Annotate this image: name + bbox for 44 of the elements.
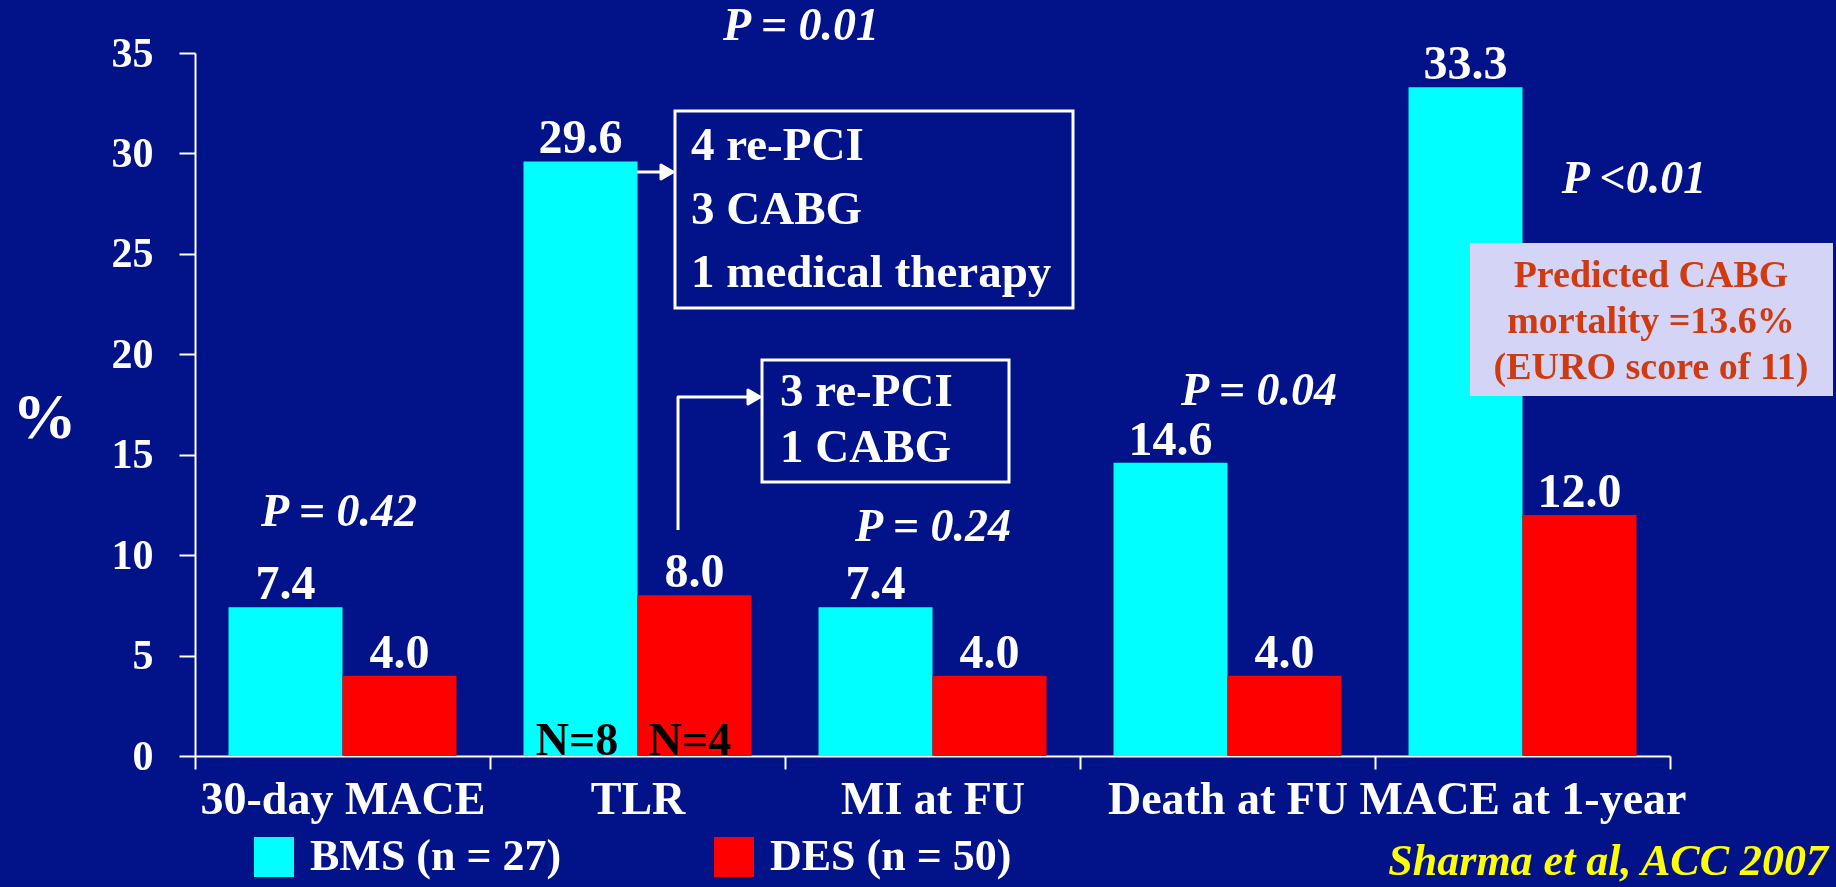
annotation: P <0.01 <box>1560 152 1707 203</box>
annotation: P = 0.24 <box>853 500 1012 551</box>
data-label: 29.6 <box>538 110 623 164</box>
data-label: 33.3 <box>1423 36 1508 90</box>
bar <box>523 161 638 756</box>
data-label: 8.0 <box>664 544 725 598</box>
x-tick-label: Death at FU <box>1107 772 1349 824</box>
bar <box>342 675 457 756</box>
x-tick-label: TLR <box>590 772 687 824</box>
data-label: 4.0 <box>959 624 1020 678</box>
annotation: 3 re-PCI 1 CABG <box>780 364 953 472</box>
bar <box>1113 462 1228 756</box>
bar <box>818 607 933 756</box>
data-label: 7.4 <box>255 556 316 610</box>
text: P = 0.01 <box>721 0 880 50</box>
x-tick-label: 30-day MACE <box>200 772 486 824</box>
data-label: 4.0 <box>1254 624 1315 678</box>
y-tick-label: 30 <box>111 129 154 176</box>
y-tick-label: 15 <box>111 431 154 478</box>
x-tick-label: MACE at 1-year <box>1359 772 1687 824</box>
text: Sharma et al, ACC 2007 <box>1388 836 1830 885</box>
y-tick-label: 5 <box>132 632 154 679</box>
y-tick-label: 25 <box>111 230 154 277</box>
annotation: 4 re-PCI 3 CABG 1 medical therapy <box>691 118 1052 297</box>
legend-label: DES (n = 50) <box>770 831 1012 880</box>
bar <box>228 607 343 756</box>
legend-label: BMS (n = 27) <box>310 831 562 880</box>
y-tick-label: 0 <box>132 732 154 779</box>
bar <box>637 595 752 756</box>
bar <box>932 675 1047 756</box>
annotation: P = 0.42 <box>259 485 418 536</box>
y-tick-label: 10 <box>111 531 154 578</box>
annotation: N=4 <box>648 714 732 765</box>
y-tick-label: 20 <box>111 330 154 377</box>
y-axis-title: % <box>12 380 77 452</box>
bar <box>1522 514 1637 756</box>
y-tick-label: 35 <box>111 29 154 76</box>
data-label: 7.4 <box>845 556 906 610</box>
x-tick-label: MI at FU <box>841 772 1025 824</box>
data-label: 4.0 <box>369 624 430 678</box>
data-label: 12.0 <box>1537 463 1622 517</box>
bar <box>1227 675 1342 756</box>
annotation: Predicted CABG mortality =13.6% (EURO score of 11) <box>1493 253 1809 388</box>
annotation: N=8 <box>535 714 619 765</box>
